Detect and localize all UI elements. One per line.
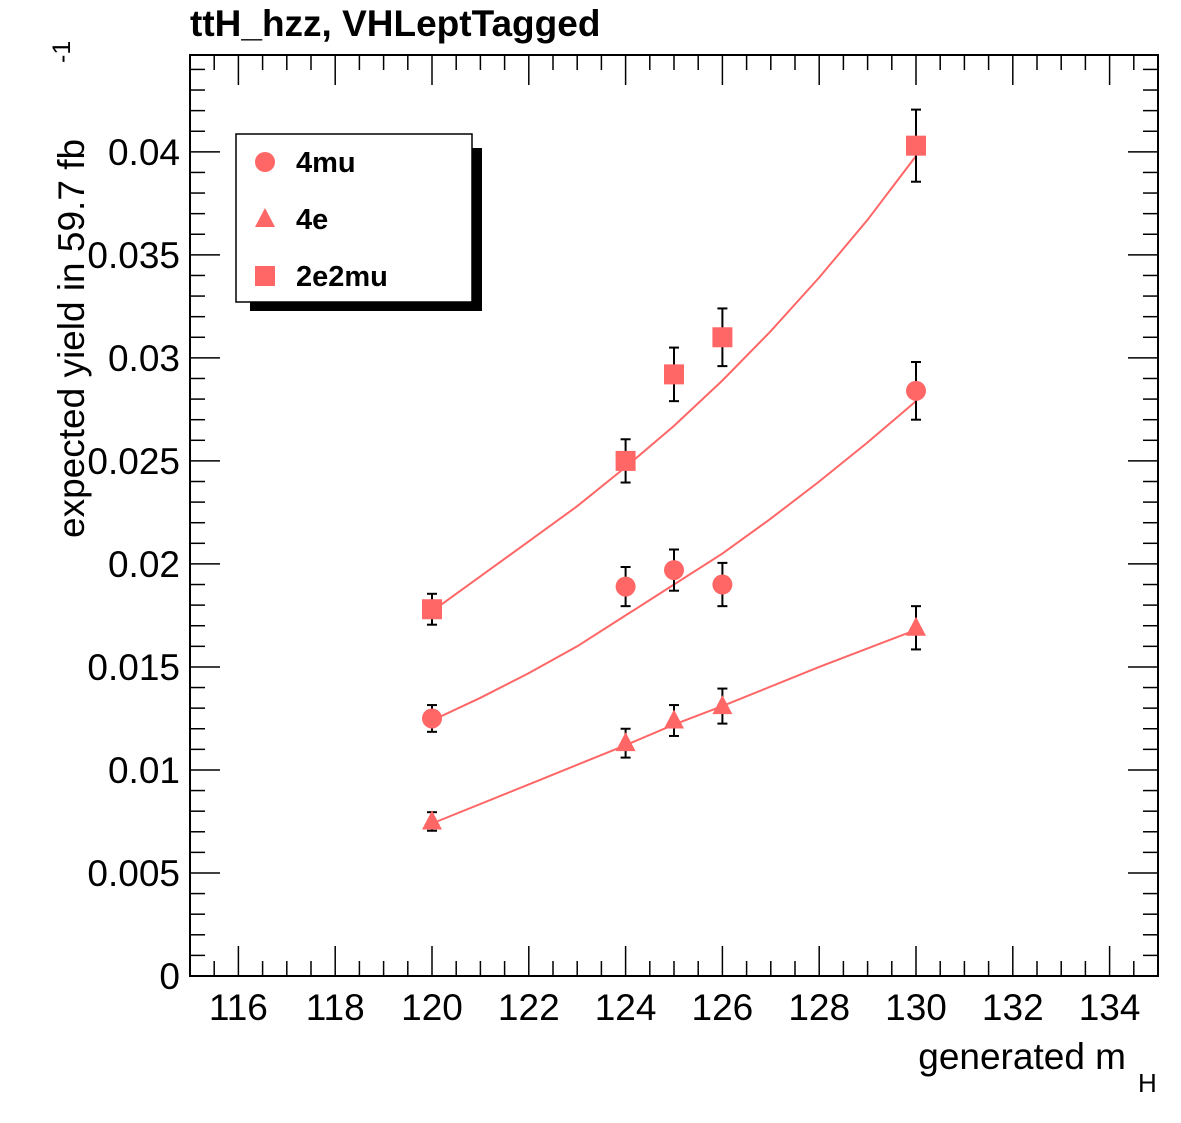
x-tick-label: 128 [788, 987, 850, 1028]
data-point-2e2mu [906, 135, 926, 156]
y-tick-label: 0.02 [108, 544, 180, 585]
data-point-2e2mu [422, 599, 442, 620]
y-axis-label-superscript: -1 [48, 41, 76, 63]
data-point-4mu [906, 380, 926, 401]
y-tick-label: 0.03 [108, 338, 180, 379]
legend-label-4e: 4e [296, 204, 328, 236]
data-point-2e2mu [712, 327, 733, 348]
legend-label-2e2mu: 2e2mu [296, 261, 388, 293]
x-tick-label: 130 [885, 987, 947, 1028]
chart-title: ttH_hzz, VHLeptTagged [190, 3, 600, 44]
x-axis-label: generated m [918, 1036, 1126, 1077]
legend-label-4mu: 4mu [296, 147, 356, 179]
legend-marker-4mu [255, 152, 275, 172]
y-tick-label: 0.01 [108, 750, 180, 791]
y-tick-label: 0.015 [87, 647, 180, 688]
legend-marker-2e2mu [255, 266, 275, 286]
data-point-4e [422, 810, 442, 830]
data-point-2e2mu [664, 364, 684, 385]
x-tick-label: 116 [209, 987, 268, 1028]
y-tick-label: 0.025 [87, 441, 180, 482]
x-tick-label: 134 [1079, 987, 1141, 1028]
axis-ticks [189, 55, 1159, 977]
legend-box [235, 133, 473, 303]
y-tick-label: 0.04 [108, 132, 180, 173]
data-point-4e [906, 616, 926, 636]
data-point-4e [712, 695, 733, 715]
x-tick-label: 132 [982, 987, 1044, 1028]
data-point-4mu [712, 574, 733, 595]
y-tick-label: 0 [159, 956, 180, 997]
y-axis-title: expected yield in 59.7 fb -1 [48, 41, 92, 538]
data-point-4e [615, 732, 636, 752]
x-tick-label: 118 [306, 987, 365, 1028]
legend: 4mu 4e 2e2mu [235, 133, 482, 311]
x-tick-label: 120 [401, 987, 463, 1028]
legend-marker-4e [255, 208, 275, 227]
y-axis-label: expected yield in 59.7 fb [51, 139, 92, 538]
x-tick-label: 124 [595, 987, 657, 1028]
x-tick-label: 122 [498, 987, 560, 1028]
y-tick-label: 0.035 [87, 235, 180, 276]
data-point-4mu [422, 708, 442, 729]
x-tick-label: 126 [692, 987, 754, 1028]
data-point-2e2mu [615, 450, 636, 471]
data-point-4e [664, 709, 684, 729]
data-point-4mu [664, 560, 684, 581]
data-markers [422, 135, 926, 830]
x-axis-label-subscript: H [1138, 1068, 1157, 1098]
data-point-4mu [615, 576, 636, 597]
y-tick-label: 0.005 [87, 853, 180, 894]
fit-line-2e2mu [431, 155, 917, 613]
tick-labels: 116 118 120 122 124 126 128 130 132 134 0 0.005 0.01… [87, 132, 1140, 1028]
